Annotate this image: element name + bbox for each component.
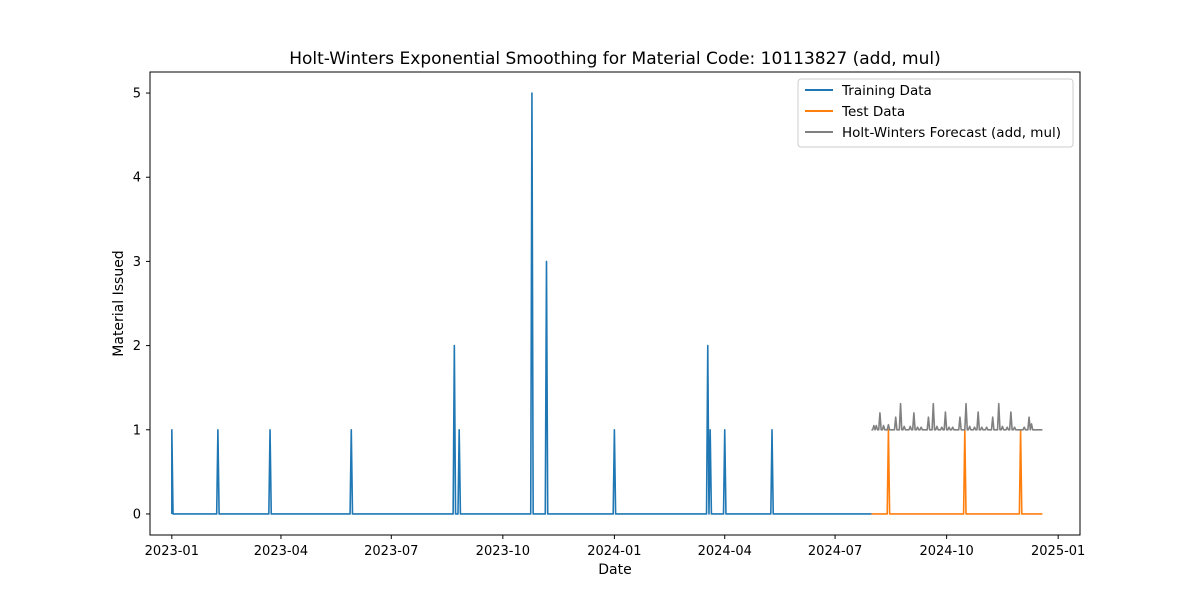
- y-tick-label: 2: [133, 339, 141, 354]
- x-axis-title: Date: [598, 562, 631, 578]
- x-tick-label: 2023-04: [254, 544, 308, 559]
- x-tick-label: 2024-07: [808, 544, 862, 559]
- legend-label-1: Test Data: [841, 104, 905, 120]
- y-axis: 0 1 2 3 4 5: [133, 87, 150, 522]
- legend: Training Data Test Data Holt-Winters Forec…: [797, 78, 1074, 148]
- y-axis-title: Material Issued: [111, 250, 127, 356]
- y-tick-label: 4: [133, 171, 141, 186]
- y-tick-label: 3: [133, 255, 141, 270]
- x-axis: 2023-01 2023-04 2023-07 2023-10 2024-01 2024-…: [145, 535, 1085, 559]
- x-tick-label: 2023-10: [476, 544, 530, 559]
- legend-box: [797, 78, 1074, 148]
- plot-frame: [149, 71, 1081, 536]
- legend-label-2: Holt-Winters Forecast (add, mul): [842, 125, 1061, 141]
- x-tick-label: 2024-04: [698, 544, 752, 559]
- series-line-0: [171, 92, 872, 515]
- plot-lines: [171, 92, 1043, 515]
- x-tick-label: 2023-07: [364, 544, 418, 559]
- legend-label-0: Training Data: [841, 83, 932, 99]
- x-tick-label: 2023-01: [145, 544, 199, 559]
- x-tick-label: 2024-10: [919, 544, 973, 559]
- y-tick-label: 1: [133, 423, 141, 438]
- y-tick-label: 5: [133, 87, 141, 102]
- y-tick-label: 0: [133, 507, 141, 522]
- chart-title: Holt-Winters Exponential Smoothing for M…: [289, 49, 941, 69]
- series-line-2: [871, 402, 1043, 431]
- x-tick-label: 2024-01: [587, 544, 641, 559]
- legend-items: Training Data Test Data Holt-Winters Forec…: [805, 83, 1061, 141]
- x-tick-label: 2025-01: [1031, 544, 1085, 559]
